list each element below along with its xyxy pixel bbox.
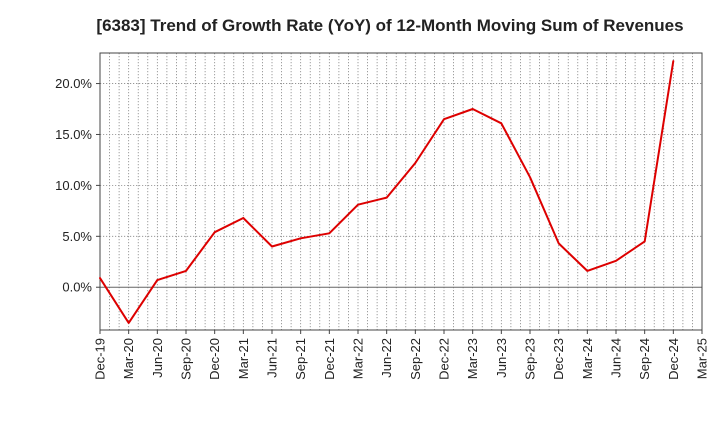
x-tick-label: Jun-22 bbox=[379, 338, 394, 378]
x-tick-label: Mar-23 bbox=[465, 338, 480, 379]
y-tick-label: 15.0% bbox=[55, 127, 92, 142]
grid bbox=[100, 53, 702, 330]
x-tick-label: Sep-23 bbox=[523, 338, 538, 380]
x-tick-label: Mar-25 bbox=[695, 338, 710, 379]
x-tick-label: Dec-22 bbox=[437, 338, 452, 380]
x-tick-label: Sep-21 bbox=[293, 338, 308, 380]
x-tick-label: Jun-21 bbox=[265, 338, 280, 378]
chart-title: [6383] Trend of Growth Rate (YoY) of 12-… bbox=[96, 16, 683, 35]
y-tick-label: 10.0% bbox=[55, 178, 92, 193]
y-axis-ticks: 0.0% 5.0% 10.0% 15.0% 20.0% bbox=[55, 76, 100, 295]
x-tick-label: Mar-24 bbox=[580, 338, 595, 379]
x-tick-label: Jun-24 bbox=[609, 338, 624, 378]
x-tick-label: Dec-24 bbox=[666, 338, 681, 380]
series-layer bbox=[99, 60, 675, 324]
y-tick-label: 5.0% bbox=[62, 229, 92, 244]
x-tick-label: Dec-21 bbox=[322, 338, 337, 380]
x-tick-label: Mar-22 bbox=[351, 338, 366, 379]
x-tick-label: Sep-24 bbox=[637, 338, 652, 380]
x-tick-label: Sep-20 bbox=[179, 338, 194, 380]
x-tick-label: Dec-20 bbox=[207, 338, 222, 380]
x-tick-label: Jun-20 bbox=[150, 338, 165, 378]
x-tick-label: Dec-19 bbox=[93, 338, 108, 380]
y-tick-label: 0.0% bbox=[62, 280, 92, 295]
plot-area bbox=[99, 52, 703, 331]
x-tick-label: Mar-21 bbox=[236, 338, 251, 379]
x-tick-label: Dec-23 bbox=[551, 338, 566, 380]
x-tick-label: Mar-20 bbox=[121, 338, 136, 379]
x-tick-label: Sep-22 bbox=[408, 338, 423, 380]
x-tick-label: Jun-23 bbox=[494, 338, 509, 378]
series-line bbox=[99, 60, 675, 324]
y-tick-label: 20.0% bbox=[55, 76, 92, 91]
x-axis-ticks: Dec-19 Mar-20 Jun-20 Sep-20 Dec-20 Mar-21 Jun-… bbox=[93, 330, 710, 380]
